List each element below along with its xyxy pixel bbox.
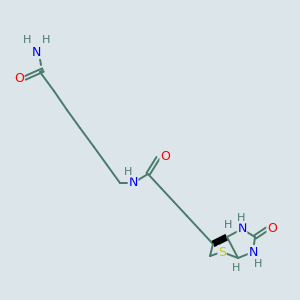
Text: N: N bbox=[248, 245, 258, 259]
Text: H: H bbox=[237, 213, 245, 223]
Text: H: H bbox=[23, 35, 31, 45]
Text: O: O bbox=[160, 149, 170, 163]
Text: H: H bbox=[124, 167, 132, 177]
Text: N: N bbox=[31, 46, 41, 59]
Text: O: O bbox=[14, 71, 24, 85]
Text: O: O bbox=[267, 223, 277, 236]
Text: S: S bbox=[218, 245, 226, 259]
Text: N: N bbox=[237, 223, 247, 236]
Text: H: H bbox=[42, 35, 50, 45]
Text: H: H bbox=[254, 259, 262, 269]
Text: H: H bbox=[232, 263, 240, 273]
Text: N: N bbox=[128, 176, 138, 190]
Text: H: H bbox=[224, 220, 232, 230]
